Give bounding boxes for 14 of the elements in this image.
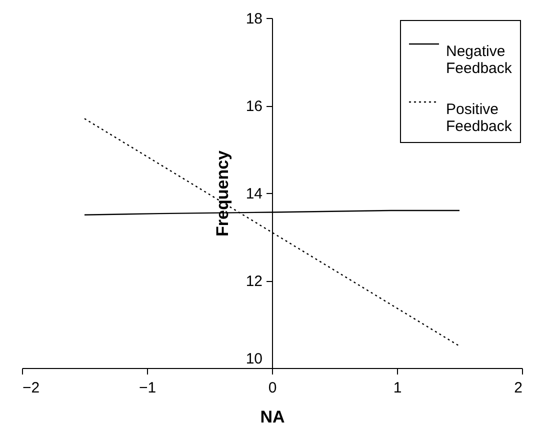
x-tick-label: −1: [138, 380, 156, 396]
y-tick-label: 14: [246, 186, 262, 202]
y-axis-title: Frequency: [212, 150, 232, 236]
x-tick-label: 2: [514, 380, 522, 396]
legend-label: Negative Feedback: [446, 43, 512, 77]
x-tick-label: 1: [393, 380, 402, 396]
y-tick-label: 10: [246, 350, 262, 368]
x-axis-title: NA: [260, 408, 285, 426]
y-tick-label: 16: [246, 98, 262, 115]
y-tick-label: 12: [246, 273, 262, 290]
x-tick-label: −2: [22, 380, 40, 396]
x-tick-label: 0: [268, 380, 277, 396]
y-tick-label: 18: [246, 10, 262, 28]
legend-label: Positive Feedback: [446, 101, 512, 135]
